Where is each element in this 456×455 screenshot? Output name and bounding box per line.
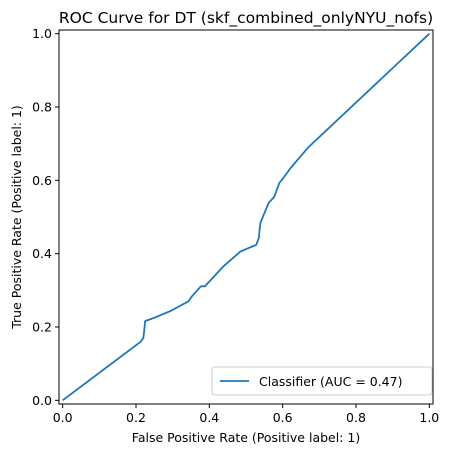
legend-label: Classifier (AUC = 0.47) — [259, 374, 402, 389]
x-tick-label: 0.4 — [199, 410, 219, 425]
axes-frame — [58, 29, 434, 405]
series-line-0 — [62, 33, 430, 402]
chart-title: ROC Curve for DT (skf_combined_onlyNYU_n… — [59, 9, 433, 28]
y-tick-label: 0.6 — [32, 173, 52, 188]
x-tick-label: 0.8 — [346, 410, 366, 425]
y-tick-label: 0.0 — [32, 393, 52, 408]
axis-ticks: 0.0 0.2 0.4 0.6 0.8 1.0 0.0 0.2 0.4 0.6 0.8 1.0 — [32, 26, 439, 425]
y-tick-label: 0.2 — [32, 320, 52, 335]
x-tick-label: 0.2 — [126, 410, 146, 425]
legend-frame — [211, 366, 433, 396]
y-tick-label: 0.4 — [32, 246, 52, 261]
y-tick-label: 0.8 — [32, 100, 52, 115]
x-tick-label: 1.0 — [419, 410, 439, 425]
x-axis-label: False Positive Rate (Positive label: 1) — [132, 430, 360, 445]
plot-area — [58, 29, 434, 405]
x-tick-label: 0.6 — [273, 410, 293, 425]
y-tick-label: 1.0 — [32, 26, 52, 41]
legend: Classifier (AUC = 0.47) — [211, 366, 433, 396]
y-axis-label: True Positive Rate (Positive label: 1) — [9, 105, 24, 330]
x-tick-label: 0.0 — [53, 410, 73, 425]
